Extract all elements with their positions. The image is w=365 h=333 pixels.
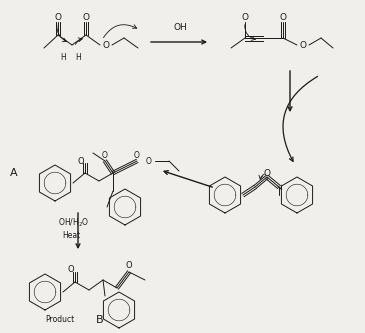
Text: O: O — [54, 14, 61, 23]
Text: OH/H$_2$O: OH/H$_2$O — [58, 217, 89, 229]
Text: O: O — [103, 41, 110, 50]
Text: Product: Product — [45, 315, 74, 324]
Text: OH: OH — [173, 24, 187, 33]
Text: O: O — [146, 157, 152, 166]
Text: O: O — [242, 14, 249, 23]
Text: O: O — [102, 151, 108, 160]
Text: O: O — [68, 265, 74, 274]
Text: O: O — [82, 14, 89, 23]
Text: O: O — [264, 168, 270, 177]
Text: O: O — [126, 261, 132, 270]
Text: H: H — [75, 53, 81, 62]
Text: O: O — [78, 157, 84, 166]
Text: O: O — [280, 14, 287, 23]
Text: O: O — [134, 151, 140, 160]
Text: B: B — [96, 315, 104, 325]
Text: Heat: Heat — [62, 230, 80, 239]
Text: O: O — [300, 41, 307, 50]
Text: A: A — [10, 168, 18, 178]
Text: H: H — [60, 53, 66, 62]
